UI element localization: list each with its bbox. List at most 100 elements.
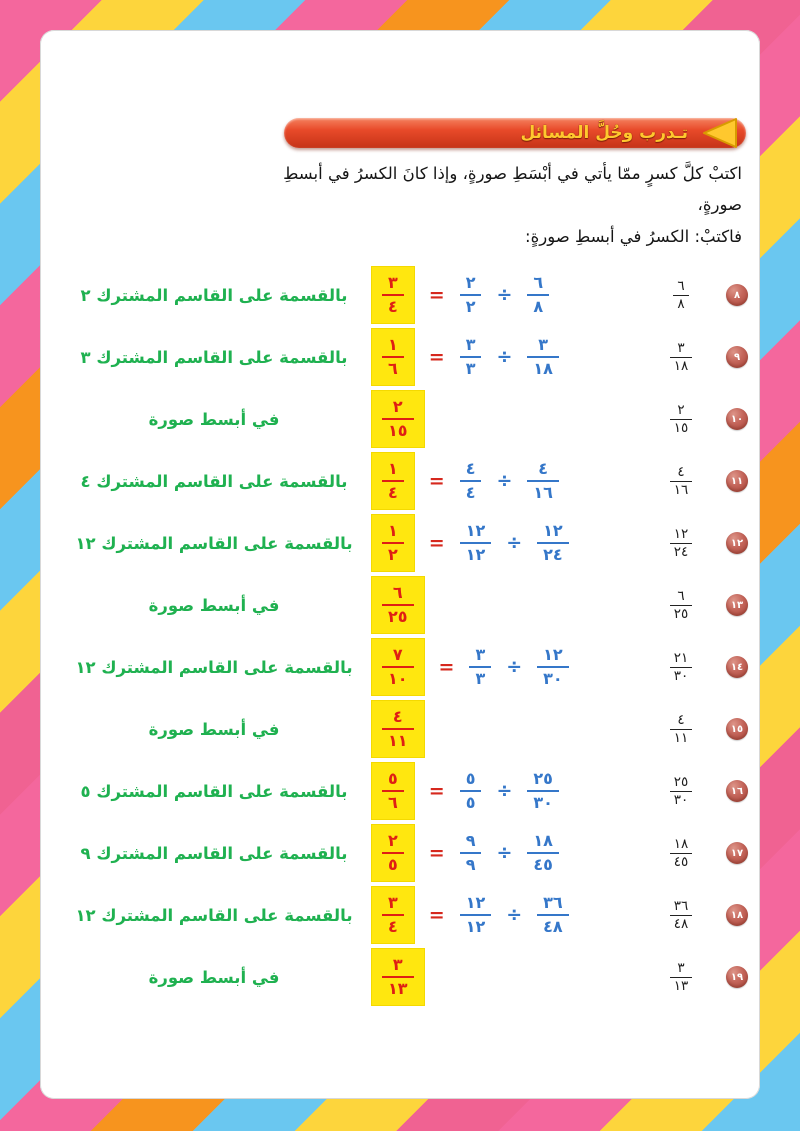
fraction-numerator: ٤ [538, 459, 549, 479]
given-fraction: ٣ ١٨ [669, 340, 693, 375]
fraction-numerator: ٣٦ [673, 897, 689, 914]
fraction-numerator: ٤ [677, 463, 685, 480]
work-fraction: ٦ ٨ [527, 272, 550, 318]
banner-title: تـدرب وحُلَّ المسائل [520, 123, 688, 143]
problem-number-badge: ١٠ [726, 408, 748, 431]
worked-solution: ١٢ ٣٠ ÷ ٣ ٣ = ٧ ١٠ [372, 636, 644, 698]
fraction-numerator: ٣ [392, 955, 403, 975]
problem-row: ١٤ ٢١ ٣٠ ١٢ ٣٠ ÷ ٣ ٣ = ٧ ١٠ بالقسمة على … [46, 636, 754, 698]
division-sign: ÷ [496, 345, 513, 368]
division-sign: ÷ [496, 841, 513, 864]
divisor-fraction: ٣ ٣ [469, 644, 492, 690]
equals-sign: = [428, 345, 445, 368]
worked-solution: ٣ ١٨ ÷ ٣ ٣ = ١ ٦ [372, 326, 644, 388]
fraction-denominator: ٢ [382, 542, 404, 566]
fraction-denominator: ٣٠ [669, 790, 693, 809]
fraction-denominator: ١٣ [669, 976, 693, 995]
answer-fraction: ٣ ٤ [372, 887, 414, 944]
fraction-denominator: ١٦ [669, 480, 693, 499]
worked-solution: ٤ ١٦ ÷ ٤ ٤ = ١ ٤ [372, 450, 644, 512]
problem-row: ١٣ ٦ ٢٥ ÷ = ٦ ٢٥ في أبسط صورة [46, 574, 754, 636]
problem-number: ١٩ [730, 971, 744, 983]
instructions: اكتبْ كلَّ كسرٍ ممّا يأتي في أبْسَطِ صور… [272, 158, 742, 252]
fraction-denominator: ٤ [382, 480, 404, 504]
fraction-denominator: ٥ [459, 790, 482, 814]
problem-row: ١٩ ٣ ١٣ ÷ = ٣ ١٣ في أبسط صورة [46, 946, 754, 1008]
problem-number-badge: ١٥ [726, 718, 748, 741]
problem-number: ٩ [733, 351, 741, 363]
fraction-numerator: ٤ [465, 459, 476, 479]
problem-row: ٨ ٦ ٨ ٦ ٨ ÷ ٢ ٢ = ٣ ٤ بالقسمة على القاسم… [46, 264, 754, 326]
fraction-numerator: ٦ [392, 583, 403, 603]
work-fraction: ١٢ ٣٠ [537, 644, 569, 690]
problem-number: ١٤ [730, 661, 744, 673]
fraction-denominator: ٩ [459, 852, 482, 876]
problem-number: ١٦ [730, 785, 744, 797]
fraction-numerator: ٣ [538, 335, 549, 355]
fraction-denominator: ١٨ [527, 356, 559, 380]
problem-row: ١٨ ٣٦ ٤٨ ٣٦ ٤٨ ÷ ١٢ ١٢ = ٣ ٤ بالقسمة على… [46, 884, 754, 946]
fraction-numerator: ١٢ [465, 893, 486, 913]
answer-fraction: ١ ٤ [372, 453, 414, 510]
fraction-numerator: ٣٦ [543, 893, 563, 913]
fraction-numerator: ٤ [392, 707, 403, 727]
problem-number-badge: ٨ [726, 284, 748, 307]
divisor-fraction: ٣ ٣ [459, 334, 482, 380]
division-sign: ÷ [496, 469, 513, 492]
fraction-denominator: ١٥ [382, 418, 414, 442]
work-fraction: ٣٦ ٤٨ [537, 892, 569, 938]
fraction-denominator: ٦ [382, 356, 404, 380]
given-fraction: ١٢ ٢٤ [669, 525, 693, 561]
fraction-numerator: ٣ [388, 893, 398, 913]
given-fraction: ٤ ١٦ [669, 463, 693, 499]
solution-note: في أبسط صورة [148, 967, 280, 987]
problems-list: ٨ ٦ ٨ ٦ ٨ ÷ ٢ ٢ = ٣ ٤ بالقسمة على القاسم… [46, 264, 754, 1008]
page-card: تـدرب وحُلَّ المسائل اكتبْ كلَّ كسرٍ ممّ… [40, 30, 760, 1099]
equals-sign: = [428, 841, 445, 864]
given-fraction: ٣٦ ٤٨ [669, 897, 693, 933]
solution-note: بالقسمة على القاسم المشترك ٤ [80, 471, 348, 491]
fraction-numerator: ١٢ [673, 525, 689, 542]
problem-number: ٨ [733, 289, 741, 301]
fraction-numerator: ٦ [677, 587, 685, 604]
fraction-numerator: ١ [388, 521, 398, 541]
problem-number-badge: ١٨ [726, 904, 748, 927]
fraction-numerator: ٥ [388, 769, 398, 789]
fraction-denominator: ١٢ [459, 914, 492, 938]
worked-solution: ١٢ ٢٤ ÷ ١٢ ١٢ = ١ ٢ [372, 512, 644, 574]
problem-number: ١٠ [730, 413, 744, 425]
fraction-numerator: ٣ [475, 645, 486, 665]
fraction-numerator: ٣ [465, 335, 476, 355]
given-fraction: ٤ ١١ [669, 712, 693, 747]
fraction-numerator: ٩ [465, 831, 476, 851]
fraction-numerator: ٢٥ [533, 769, 553, 789]
problem-number: ١٧ [730, 847, 744, 859]
division-sign: ÷ [506, 655, 523, 678]
work-fraction: ١٢ ٢٤ [537, 520, 569, 566]
answer-fraction: ٤ ١١ [372, 701, 424, 758]
fraction-denominator: ٣ [469, 666, 492, 690]
instruction-line-1: اكتبْ كلَّ كسرٍ ممّا يأتي في أبْسَطِ صور… [283, 164, 742, 215]
worked-solution: ÷ = ٣ ١٣ [372, 946, 644, 1008]
solution-note: بالقسمة على القاسم المشترك ٥ [80, 781, 348, 801]
fraction-denominator: ٤ [382, 914, 404, 938]
fraction-denominator: ٢٤ [669, 542, 693, 561]
solution-note: بالقسمة على القاسم المشترك ٣ [80, 347, 348, 367]
divisor-fraction: ٤ ٤ [459, 458, 482, 504]
fraction-numerator: ٣ [388, 273, 398, 293]
left-arrow-icon [698, 116, 738, 154]
work-fraction: ٢٥ ٣٠ [527, 768, 559, 814]
fraction-denominator: ٣٠ [537, 666, 569, 690]
fraction-denominator: ٣ [459, 356, 482, 380]
problem-number-badge: ٩ [726, 346, 748, 369]
fraction-numerator: ٧ [392, 645, 403, 665]
fraction-numerator: ١٨ [673, 835, 689, 852]
solution-note: بالقسمة على القاسم المشترك ١٢ [75, 533, 353, 553]
divisor-fraction: ١٢ ١٢ [459, 892, 492, 938]
divisor-fraction: ٥ ٥ [459, 768, 482, 814]
fraction-denominator: ٣٠ [669, 666, 693, 685]
division-sign: ÷ [506, 903, 523, 926]
answer-fraction: ٦ ٢٥ [372, 577, 424, 634]
problem-row: ١٢ ١٢ ٢٤ ١٢ ٢٤ ÷ ١٢ ١٢ = ١ ٢ بالقسمة على… [46, 512, 754, 574]
fraction-denominator: ٤٨ [669, 914, 693, 933]
